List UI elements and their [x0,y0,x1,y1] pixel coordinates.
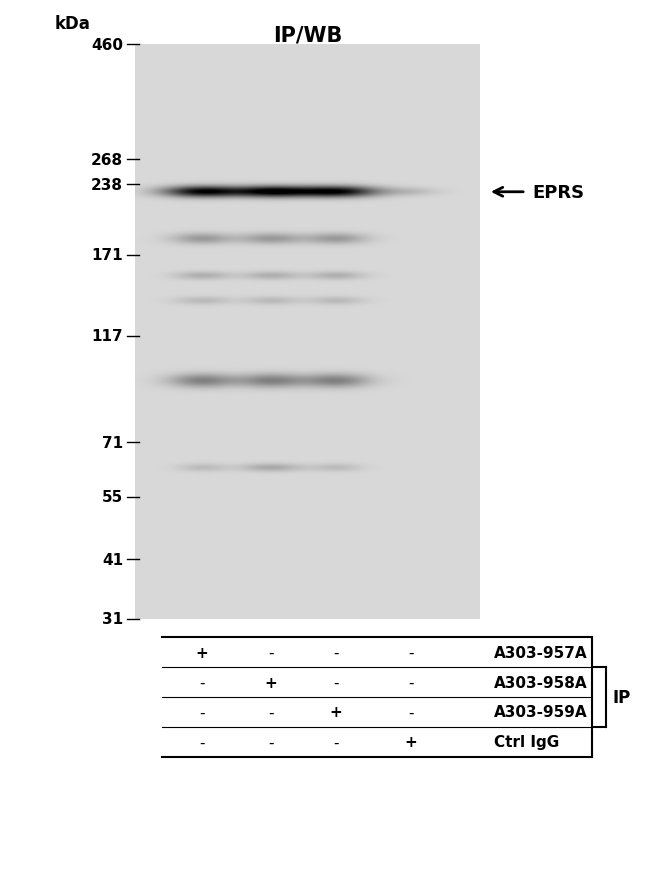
Text: +: + [404,735,417,750]
Text: -: - [200,674,205,689]
Text: IP: IP [612,688,630,706]
Text: +: + [265,674,278,689]
Text: A303-958A: A303-958A [494,674,588,689]
Text: -: - [333,645,339,660]
Text: -: - [268,705,274,720]
Text: -: - [408,645,414,660]
Text: Ctrl IgG: Ctrl IgG [494,735,559,750]
Text: +: + [196,645,209,660]
Text: -: - [268,645,274,660]
Text: -: - [200,705,205,720]
Text: kDa: kDa [55,15,91,33]
Text: IP/WB: IP/WB [273,25,342,45]
Text: -: - [333,735,339,750]
Text: -: - [408,705,414,720]
Text: 460: 460 [91,38,123,53]
Text: 31: 31 [102,612,123,627]
Text: 238: 238 [91,178,123,193]
Text: EPRS: EPRS [532,183,584,202]
Text: -: - [408,674,414,689]
Text: +: + [330,705,343,720]
Text: -: - [333,674,339,689]
Text: 55: 55 [102,489,123,504]
Text: A303-959A: A303-959A [494,705,588,720]
Text: A303-957A: A303-957A [494,645,588,660]
Text: -: - [200,735,205,750]
Text: 268: 268 [91,153,123,168]
Text: 71: 71 [102,435,123,450]
Text: 171: 171 [92,248,123,263]
Text: 41: 41 [102,553,123,567]
Text: -: - [268,735,274,750]
Text: 117: 117 [92,329,123,344]
